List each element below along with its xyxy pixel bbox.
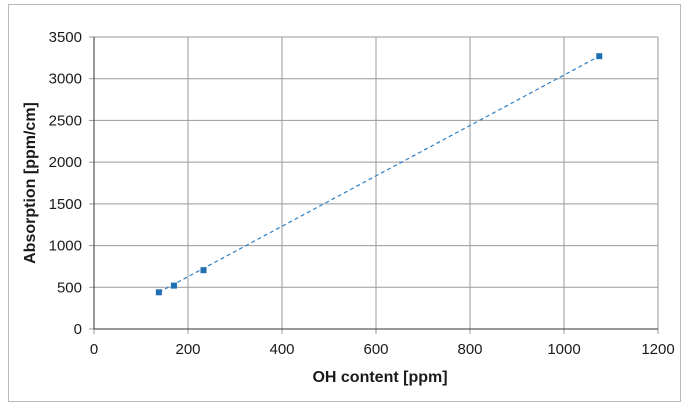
y-axis-title: Absorption [ppm/cm] xyxy=(22,102,39,264)
y-tick-labels: 0 500 1000 1500 2000 2500 3000 3500 xyxy=(49,29,82,338)
y-tick-label: 500 xyxy=(57,279,82,296)
x-axis-title: OH content [ppm] xyxy=(312,369,447,386)
data-point xyxy=(170,282,177,289)
y-tick-label: 2500 xyxy=(49,112,82,129)
x-tick-labels: 0 200 400 600 800 1000 1200 xyxy=(90,341,675,358)
x-tick-label: 200 xyxy=(175,341,200,358)
data-points xyxy=(155,53,603,296)
y-tick-label: 3500 xyxy=(49,29,82,46)
y-tick-label: 1500 xyxy=(49,196,82,213)
axes xyxy=(93,37,658,330)
x-tick-label: 400 xyxy=(269,341,294,358)
chart-frame xyxy=(8,4,681,402)
data-point xyxy=(155,289,162,296)
trendline xyxy=(158,55,600,293)
x-tick-label: 600 xyxy=(363,341,388,358)
y-tick-label: 1000 xyxy=(49,238,82,255)
data-point xyxy=(200,267,207,274)
y-tick-label: 0 xyxy=(74,321,82,338)
grid-lines xyxy=(89,36,659,334)
x-tick-label: 0 xyxy=(90,341,98,358)
x-tick-label: 1000 xyxy=(547,341,580,358)
trendline-layer xyxy=(158,55,600,293)
x-tick-label: 800 xyxy=(457,341,482,358)
data-point xyxy=(596,53,603,60)
y-tick-label: 3000 xyxy=(49,71,82,88)
x-tick-label: 1200 xyxy=(641,341,674,358)
y-tick-label: 2000 xyxy=(49,154,82,171)
